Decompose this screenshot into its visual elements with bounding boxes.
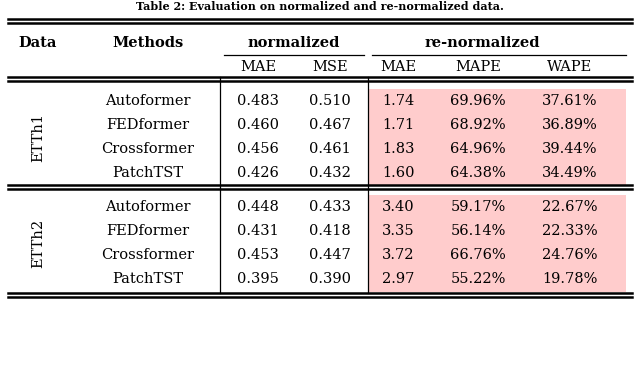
Text: 36.89%: 36.89% bbox=[542, 118, 598, 132]
Text: 0.510: 0.510 bbox=[309, 94, 351, 108]
Text: MAPE: MAPE bbox=[455, 60, 501, 74]
Bar bbox=[369, 161, 626, 186]
Text: FEDformer: FEDformer bbox=[106, 118, 189, 132]
Bar bbox=[369, 242, 626, 268]
Text: 22.33%: 22.33% bbox=[542, 224, 598, 238]
Bar bbox=[369, 218, 626, 244]
Text: 55.22%: 55.22% bbox=[451, 272, 506, 286]
Text: 19.78%: 19.78% bbox=[542, 272, 598, 286]
Text: 37.61%: 37.61% bbox=[542, 94, 598, 108]
Text: MAE: MAE bbox=[240, 60, 276, 74]
Text: ETTh1: ETTh1 bbox=[31, 113, 45, 162]
Text: Autoformer: Autoformer bbox=[105, 200, 191, 214]
Bar bbox=[369, 89, 626, 114]
Text: 68.92%: 68.92% bbox=[450, 118, 506, 132]
Text: re-normalized: re-normalized bbox=[424, 36, 540, 50]
Text: PatchTST: PatchTST bbox=[113, 166, 184, 180]
Text: 24.76%: 24.76% bbox=[542, 248, 598, 262]
Text: 1.60: 1.60 bbox=[381, 166, 414, 180]
Text: 3.72: 3.72 bbox=[381, 248, 414, 262]
Text: 0.456: 0.456 bbox=[237, 142, 279, 156]
Text: 59.17%: 59.17% bbox=[451, 200, 506, 214]
Text: MAE: MAE bbox=[380, 60, 416, 74]
Text: Data: Data bbox=[19, 36, 57, 50]
Text: normalized: normalized bbox=[248, 36, 340, 50]
Text: Table 2: Evaluation on normalized and re-normalized data.: Table 2: Evaluation on normalized and re… bbox=[136, 1, 504, 13]
Text: 0.461: 0.461 bbox=[309, 142, 351, 156]
Text: 0.460: 0.460 bbox=[237, 118, 279, 132]
Text: Crossformer: Crossformer bbox=[102, 248, 195, 262]
Text: 0.418: 0.418 bbox=[309, 224, 351, 238]
Text: 64.96%: 64.96% bbox=[450, 142, 506, 156]
Text: 0.395: 0.395 bbox=[237, 272, 279, 286]
Text: 0.483: 0.483 bbox=[237, 94, 279, 108]
Text: 39.44%: 39.44% bbox=[542, 142, 598, 156]
Text: 0.390: 0.390 bbox=[309, 272, 351, 286]
Bar bbox=[369, 194, 626, 220]
Text: 3.40: 3.40 bbox=[381, 200, 414, 214]
Text: PatchTST: PatchTST bbox=[113, 272, 184, 286]
Text: 1.71: 1.71 bbox=[382, 118, 414, 132]
Text: 69.96%: 69.96% bbox=[450, 94, 506, 108]
Text: ETTh2: ETTh2 bbox=[31, 218, 45, 268]
Text: 0.426: 0.426 bbox=[237, 166, 279, 180]
Text: 2.97: 2.97 bbox=[382, 272, 414, 286]
Text: 0.467: 0.467 bbox=[309, 118, 351, 132]
Text: 1.83: 1.83 bbox=[381, 142, 414, 156]
Text: 0.453: 0.453 bbox=[237, 248, 279, 262]
Text: Methods: Methods bbox=[113, 36, 184, 50]
Text: 0.447: 0.447 bbox=[309, 248, 351, 262]
Text: 3.35: 3.35 bbox=[381, 224, 414, 238]
Text: Crossformer: Crossformer bbox=[102, 142, 195, 156]
Text: 34.49%: 34.49% bbox=[542, 166, 598, 180]
Bar bbox=[369, 266, 626, 292]
Text: 22.67%: 22.67% bbox=[542, 200, 598, 214]
Text: FEDformer: FEDformer bbox=[106, 224, 189, 238]
Bar bbox=[369, 137, 626, 162]
Text: 66.76%: 66.76% bbox=[450, 248, 506, 262]
Text: 0.431: 0.431 bbox=[237, 224, 279, 238]
Text: 56.14%: 56.14% bbox=[451, 224, 506, 238]
Bar bbox=[369, 113, 626, 138]
Text: 0.433: 0.433 bbox=[309, 200, 351, 214]
Text: 1.74: 1.74 bbox=[382, 94, 414, 108]
Text: 64.38%: 64.38% bbox=[450, 166, 506, 180]
Text: Autoformer: Autoformer bbox=[105, 94, 191, 108]
Text: WAPE: WAPE bbox=[547, 60, 593, 74]
Text: 0.432: 0.432 bbox=[309, 166, 351, 180]
Text: 0.448: 0.448 bbox=[237, 200, 279, 214]
Text: MSE: MSE bbox=[312, 60, 348, 74]
